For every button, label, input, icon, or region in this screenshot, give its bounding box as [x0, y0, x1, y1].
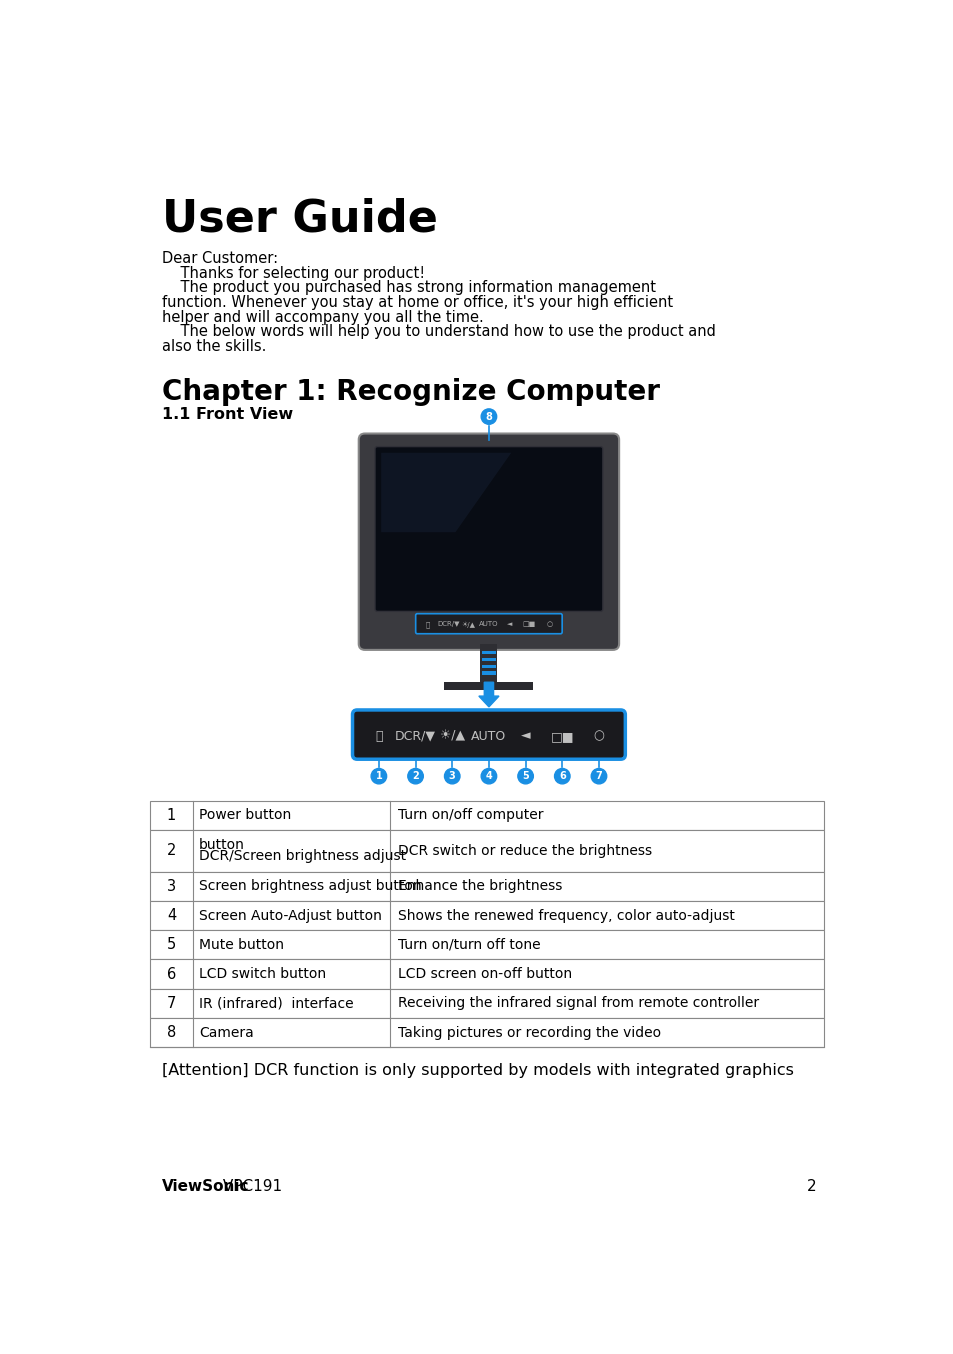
Text: helper and will accompany you all the time.: helper and will accompany you all the ti… — [162, 310, 483, 325]
Text: Camera: Camera — [199, 1025, 253, 1040]
Circle shape — [480, 769, 497, 784]
Text: □■: □■ — [522, 621, 536, 627]
Bar — [150, 1018, 823, 1047]
Text: Screen Auto-Adjust button: Screen Auto-Adjust button — [199, 909, 381, 922]
Bar — [481, 651, 496, 654]
Text: 8: 8 — [167, 1025, 176, 1040]
Text: Chapter 1: Recognize Computer: Chapter 1: Recognize Computer — [162, 378, 659, 406]
Text: Dear Customer:: Dear Customer: — [162, 250, 277, 265]
FancyBboxPatch shape — [416, 613, 561, 634]
Text: IR (infrared)  interface: IR (infrared) interface — [199, 997, 354, 1010]
Bar — [481, 672, 496, 674]
Text: 7: 7 — [167, 995, 176, 1011]
Text: 4: 4 — [485, 772, 492, 781]
Bar — [150, 800, 823, 830]
Text: 8: 8 — [485, 412, 492, 421]
Text: LCD screen on-off button: LCD screen on-off button — [397, 967, 572, 982]
Text: 1.1 Front View: 1.1 Front View — [162, 408, 293, 422]
Bar — [481, 665, 496, 668]
Circle shape — [444, 769, 459, 784]
Text: AUTO: AUTO — [471, 730, 506, 742]
Text: DCR/▼: DCR/▼ — [436, 621, 459, 627]
Text: 6: 6 — [167, 967, 176, 982]
Circle shape — [554, 769, 570, 784]
Text: function. Whenever you stay at home or office, it's your high efficient: function. Whenever you stay at home or o… — [162, 295, 672, 310]
Text: 2: 2 — [167, 844, 176, 858]
Text: 6: 6 — [558, 772, 565, 781]
FancyBboxPatch shape — [358, 433, 618, 650]
Bar — [444, 682, 533, 691]
Text: 5: 5 — [521, 772, 528, 781]
Text: Mute button: Mute button — [199, 938, 284, 952]
FancyBboxPatch shape — [375, 447, 602, 612]
Text: 2: 2 — [806, 1179, 816, 1194]
Bar — [150, 960, 823, 988]
Text: Shows the renewed frequency, color auto-adjust: Shows the renewed frequency, color auto-… — [397, 909, 735, 922]
Text: □■: □■ — [550, 730, 574, 742]
Text: ○: ○ — [546, 621, 552, 627]
Text: DCR/Screen brightness adjust: DCR/Screen brightness adjust — [199, 849, 406, 864]
Circle shape — [517, 769, 533, 784]
Text: ViewSonic: ViewSonic — [162, 1179, 249, 1194]
Bar — [481, 658, 496, 661]
Bar — [150, 900, 823, 930]
Text: The below words will help you to understand how to use the product and: The below words will help you to underst… — [162, 324, 715, 340]
Text: Screen brightness adjust button: Screen brightness adjust button — [199, 879, 421, 894]
Text: Enhance the brightness: Enhance the brightness — [397, 879, 562, 894]
Text: Thanks for selecting our product!: Thanks for selecting our product! — [162, 265, 424, 280]
Text: ⏻: ⏻ — [426, 621, 430, 628]
Text: ○: ○ — [593, 730, 604, 742]
Text: 1: 1 — [167, 808, 176, 823]
Text: 1: 1 — [375, 772, 382, 781]
Circle shape — [371, 769, 386, 784]
Circle shape — [591, 769, 606, 784]
FancyBboxPatch shape — [353, 709, 624, 760]
Bar — [150, 988, 823, 1018]
Circle shape — [407, 769, 423, 784]
Text: ◄: ◄ — [506, 621, 512, 627]
Text: Power button: Power button — [199, 808, 291, 822]
Text: ⏻: ⏻ — [375, 730, 382, 742]
Text: Turn on/turn off tone: Turn on/turn off tone — [397, 938, 540, 952]
Text: The product you purchased has strong information management: The product you purchased has strong inf… — [162, 280, 656, 295]
Text: ☀/▲: ☀/▲ — [439, 730, 464, 742]
Text: 3: 3 — [449, 772, 456, 781]
Text: ☀/▲: ☀/▲ — [461, 621, 476, 628]
Text: AUTO: AUTO — [478, 621, 498, 627]
Text: VPC191: VPC191 — [217, 1179, 281, 1194]
Text: [Attention] DCR function is only supported by models with integrated graphics: [Attention] DCR function is only support… — [162, 1063, 793, 1078]
Text: Turn on/off computer: Turn on/off computer — [397, 808, 543, 822]
Text: LCD switch button: LCD switch button — [199, 967, 326, 982]
Bar — [150, 930, 823, 960]
Text: DCR switch or reduce the brightness: DCR switch or reduce the brightness — [397, 844, 652, 858]
Text: button: button — [199, 838, 245, 853]
Polygon shape — [381, 452, 511, 532]
Text: 4: 4 — [167, 909, 176, 923]
Text: 2: 2 — [412, 772, 418, 781]
Text: Taking pictures or recording the video: Taking pictures or recording the video — [397, 1025, 660, 1040]
Bar — [480, 643, 497, 682]
Text: User Guide: User Guide — [162, 198, 437, 240]
Bar — [150, 872, 823, 900]
Text: also the skills.: also the skills. — [162, 338, 266, 353]
Bar — [150, 830, 823, 872]
Text: 5: 5 — [167, 937, 176, 952]
Text: DCR/▼: DCR/▼ — [395, 730, 436, 742]
FancyArrow shape — [478, 682, 498, 707]
Text: Receiving the infrared signal from remote controller: Receiving the infrared signal from remot… — [397, 997, 759, 1010]
Text: ◄: ◄ — [520, 730, 530, 742]
Text: 3: 3 — [167, 879, 176, 894]
Text: 7: 7 — [595, 772, 601, 781]
Circle shape — [480, 409, 497, 424]
